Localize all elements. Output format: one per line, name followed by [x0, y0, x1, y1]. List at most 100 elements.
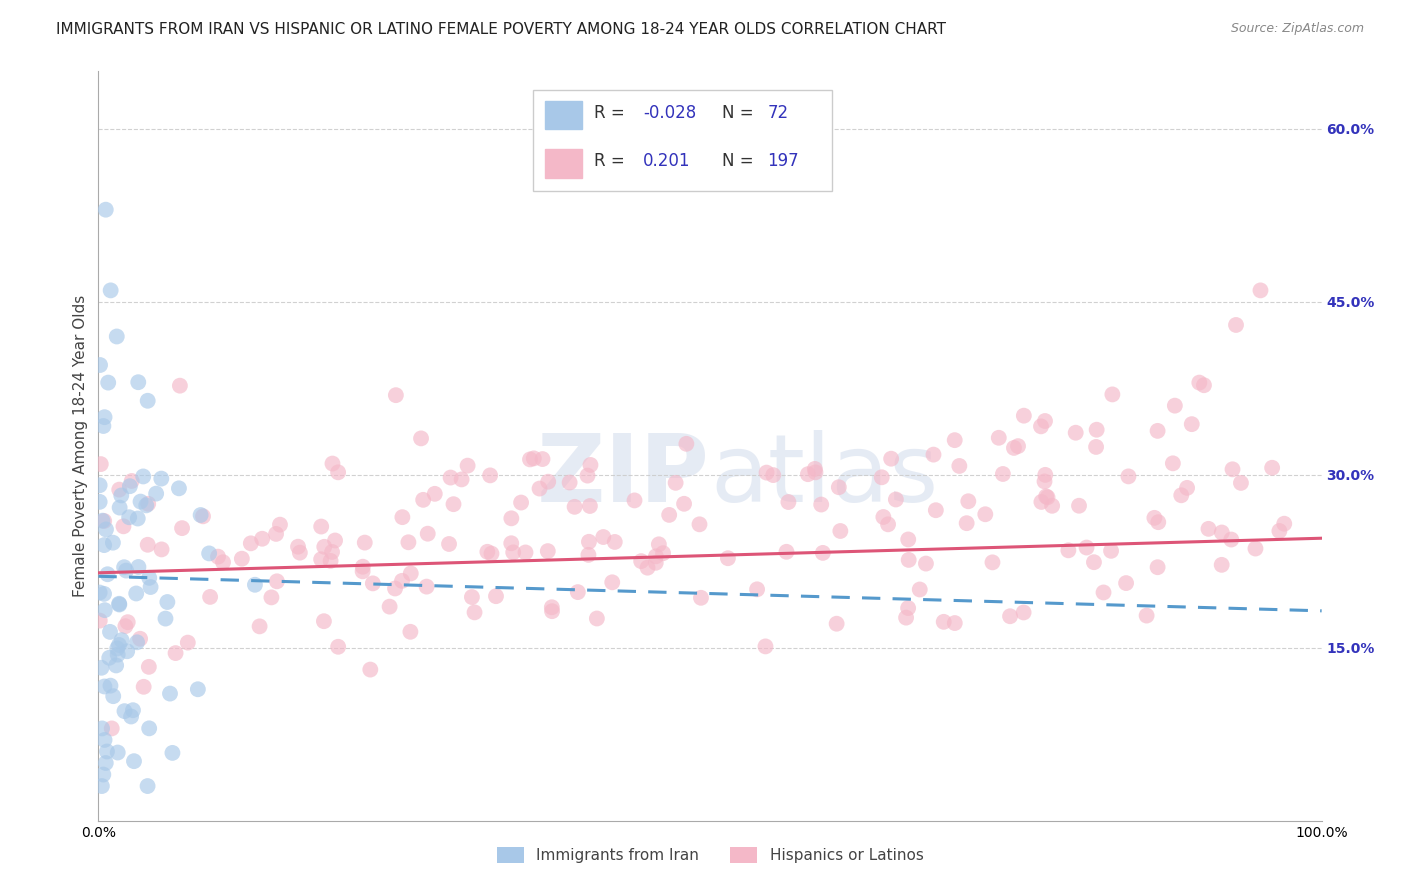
Point	[127, 511, 149, 525]
Point	[755, 466, 778, 480]
Point	[481, 547, 503, 561]
Point	[326, 466, 349, 480]
Point	[1064, 425, 1087, 440]
Point	[314, 540, 336, 554]
Point	[384, 582, 406, 596]
Point	[1033, 467, 1056, 482]
Point	[321, 457, 343, 471]
Point	[93, 587, 115, 601]
Point	[105, 329, 128, 343]
Point	[139, 580, 162, 594]
Point	[167, 481, 190, 495]
Point	[897, 553, 920, 567]
Y-axis label: Female Poverty Among 18-24 Year Olds: Female Poverty Among 18-24 Year Olds	[73, 295, 89, 597]
Point	[579, 499, 602, 513]
Point	[328, 640, 350, 654]
Point	[567, 585, 589, 599]
Point	[1211, 525, 1233, 540]
Point	[877, 517, 900, 532]
Point	[540, 600, 562, 615]
Point	[177, 635, 200, 649]
Point	[321, 545, 343, 559]
Point	[309, 519, 332, 533]
Point	[135, 499, 157, 513]
Point	[129, 494, 152, 508]
Point	[287, 540, 309, 554]
Point	[1170, 488, 1192, 502]
Point	[1067, 499, 1090, 513]
Point	[810, 498, 832, 512]
Point	[129, 632, 152, 646]
Point	[399, 624, 422, 639]
Point	[1143, 511, 1166, 525]
Point	[1249, 284, 1271, 298]
Point	[132, 469, 155, 483]
Point	[127, 375, 149, 389]
Point	[416, 526, 439, 541]
Point	[652, 546, 675, 560]
Point	[981, 555, 1004, 569]
Point	[804, 462, 827, 476]
Point	[502, 545, 524, 559]
Point	[1230, 475, 1253, 490]
Point	[675, 437, 697, 451]
Point	[103, 689, 125, 703]
Point	[1033, 414, 1056, 428]
Point	[872, 510, 894, 524]
Point	[97, 567, 120, 582]
Point	[510, 495, 533, 509]
Point	[558, 475, 581, 490]
Point	[690, 591, 713, 605]
Point	[457, 458, 479, 473]
Point	[107, 746, 129, 760]
Point	[897, 601, 920, 615]
Point	[90, 661, 112, 675]
Point	[112, 560, 135, 574]
Point	[754, 640, 776, 654]
Point	[1220, 533, 1243, 547]
Point	[359, 663, 381, 677]
Point	[91, 722, 114, 736]
Point	[645, 549, 668, 564]
Text: atlas: atlas	[710, 430, 938, 522]
Point	[159, 687, 181, 701]
Text: R =: R =	[593, 103, 630, 121]
Point	[637, 560, 659, 574]
Point	[288, 546, 311, 560]
Point	[515, 545, 537, 559]
Point	[1057, 543, 1080, 558]
Point	[922, 448, 945, 462]
Point	[1115, 576, 1137, 591]
Point	[578, 548, 600, 562]
Point	[1161, 456, 1184, 470]
Point	[1002, 441, 1025, 455]
Point	[957, 494, 980, 508]
Point	[155, 611, 177, 625]
Point	[1012, 409, 1035, 423]
Bar	[546, 149, 582, 178]
Point	[266, 574, 288, 589]
Point	[576, 468, 599, 483]
Point	[689, 517, 711, 532]
Point	[1175, 481, 1198, 495]
Point	[98, 624, 121, 639]
Text: N =: N =	[723, 103, 759, 121]
Point	[1085, 440, 1108, 454]
Point	[100, 722, 122, 736]
Point	[93, 733, 115, 747]
Point	[138, 571, 160, 585]
Point	[89, 358, 111, 372]
Point	[94, 202, 117, 217]
Point	[319, 554, 342, 568]
Text: 72: 72	[768, 103, 789, 121]
Point	[778, 495, 800, 509]
Point	[974, 508, 997, 522]
Point	[108, 598, 131, 612]
Point	[501, 536, 523, 550]
Point	[396, 535, 419, 549]
Point	[114, 704, 136, 718]
Point	[1268, 524, 1291, 538]
Point	[412, 492, 434, 507]
Point	[105, 641, 128, 656]
Point	[1244, 541, 1267, 556]
